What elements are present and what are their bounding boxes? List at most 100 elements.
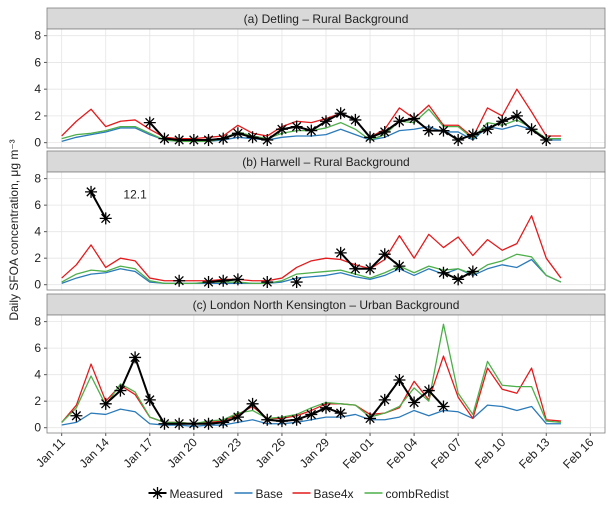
measured-marker — [525, 123, 538, 136]
measured-marker — [349, 113, 362, 126]
model-line — [61, 215, 562, 282]
y-tick-label: 6 — [34, 198, 41, 212]
x-tick-label: Jan 26 — [253, 435, 289, 471]
measured-marker — [437, 266, 450, 279]
x-tick-label: Feb 01 — [340, 435, 377, 472]
measured-marker — [143, 116, 156, 129]
x-tick-label: Feb 16 — [560, 435, 597, 472]
measured-marker — [187, 133, 200, 146]
measured-marker — [334, 246, 347, 259]
measured-marker — [466, 128, 479, 141]
measured-marker — [187, 417, 200, 430]
legend-swatch-marker — [151, 487, 164, 499]
measured-marker — [364, 131, 377, 144]
plot-border — [46, 171, 606, 291]
measured-marker — [408, 112, 421, 125]
measured-marker — [422, 384, 435, 397]
measured-marker — [540, 133, 553, 146]
measured-marker — [261, 276, 274, 289]
measured-marker — [481, 123, 494, 136]
y-tick-label: 2 — [34, 394, 41, 408]
y-tick-label: 6 — [34, 341, 41, 355]
x-tick-label: Feb 10 — [472, 435, 509, 472]
y-axis-label: Daily SFOA concentration, μg m⁻³ — [7, 139, 21, 320]
measured-marker — [349, 262, 362, 275]
measured-marker — [452, 133, 465, 146]
x-tick-label: Jan 17 — [121, 435, 157, 471]
measured-marker — [334, 107, 347, 120]
measured-marker — [275, 123, 288, 136]
measured-marker — [202, 417, 215, 430]
y-tick-label: 8 — [34, 315, 41, 329]
measured-marker — [466, 265, 479, 278]
x-tick-label: Jan 29 — [297, 435, 333, 471]
plot-border — [46, 28, 606, 149]
measured-marker — [99, 212, 112, 225]
measured-marker — [173, 133, 186, 146]
measured-marker — [408, 396, 421, 409]
model-line — [61, 258, 562, 285]
model-line — [61, 88, 561, 140]
measured-marker — [364, 262, 377, 275]
measured-marker — [496, 115, 509, 128]
measured-marker — [231, 411, 244, 424]
y-tick-label: 8 — [34, 29, 41, 43]
measured-marker — [231, 127, 244, 140]
measured-marker — [364, 412, 377, 425]
x-tick-label: Jan 23 — [209, 435, 245, 471]
measured-marker — [290, 413, 303, 426]
y-tick-label: 4 — [34, 225, 41, 239]
measured-marker — [202, 276, 215, 289]
measured-marker — [202, 133, 215, 146]
measured-marker — [246, 397, 259, 410]
measured-marker — [452, 273, 465, 286]
measured-marker — [70, 409, 83, 422]
measured-marker — [422, 124, 435, 137]
measured-marker — [261, 413, 274, 426]
y-tick-label: 2 — [34, 251, 41, 265]
measured-marker — [217, 274, 230, 287]
panel-title: (b) Harwell – Rural Background — [242, 155, 409, 169]
measured-marker — [114, 384, 127, 397]
annotation: 12.1 — [123, 188, 147, 202]
plot-border — [46, 314, 606, 434]
measured-marker — [320, 401, 332, 414]
measured-marker — [320, 115, 332, 128]
measured-marker — [158, 132, 171, 145]
x-tick-label: Jan 14 — [76, 435, 112, 471]
legend-label: Base — [256, 487, 284, 501]
measured-marker — [378, 125, 391, 138]
x-tick-label: Jan 11 — [33, 435, 68, 470]
measured-marker — [217, 132, 230, 145]
measured-marker — [290, 120, 303, 133]
measured-marker — [305, 408, 318, 421]
y-tick-label: 0 — [34, 421, 41, 435]
measured-marker — [334, 407, 347, 420]
legend-label: combRedist — [386, 487, 450, 501]
measured-marker — [393, 373, 406, 386]
panel-title: (c) London North Kensington – Urban Back… — [193, 298, 460, 312]
measured-marker — [143, 393, 156, 406]
measured-marker — [173, 417, 186, 430]
measured-marker — [173, 274, 186, 287]
measured-marker — [378, 393, 391, 406]
measured-marker — [158, 417, 171, 430]
measured-marker — [85, 185, 98, 198]
y-tick-label: 2 — [34, 109, 41, 123]
y-tick-label: 4 — [34, 368, 41, 382]
measured-marker — [261, 133, 274, 146]
measured-marker — [393, 115, 406, 128]
measured-marker — [510, 109, 523, 122]
panel-title: (a) Detling – Rural Background — [244, 12, 409, 26]
y-tick-label: 0 — [34, 136, 41, 150]
y-tick-label: 6 — [34, 55, 41, 69]
measured-marker — [217, 416, 230, 429]
measured-marker — [305, 124, 318, 137]
measured-marker — [393, 260, 406, 273]
measured-line — [149, 112, 547, 141]
x-tick-label: Feb 13 — [516, 435, 553, 472]
measured-marker — [99, 397, 112, 410]
model-line — [61, 323, 562, 425]
measured-marker — [378, 248, 391, 261]
